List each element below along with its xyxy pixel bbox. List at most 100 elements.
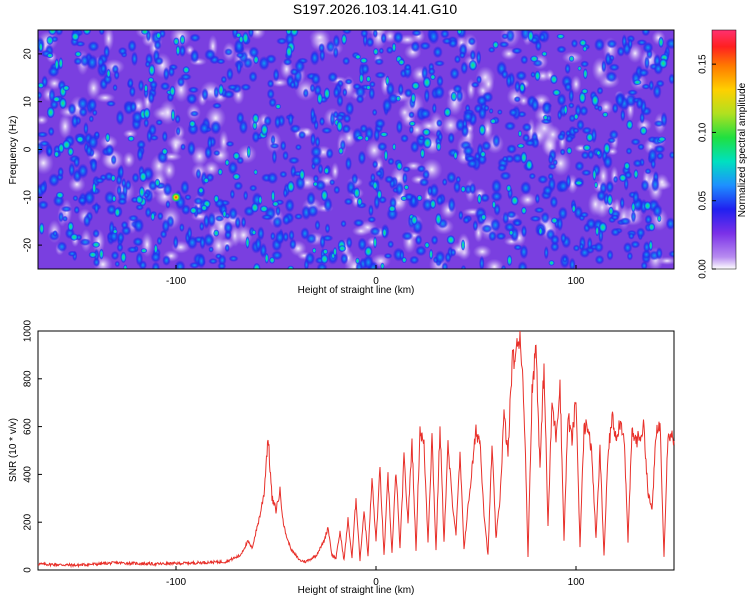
heatmap-mid-cell [469,182,477,195]
heatmap-mid-cell [373,127,381,143]
heatmap-high-cell [332,246,338,257]
heatmap-high-cell [520,151,528,164]
heatmap-mid-cell [153,39,162,51]
heatmap-mid-cell [180,143,186,151]
heatmap-high-cell [55,191,65,199]
heatmap-mid-cell [520,55,529,65]
heatmap-mid-cell [556,45,567,54]
heatmap-mid-cell [501,33,509,40]
heatmap-mid-cell [228,255,239,262]
heatmap-mid-cell [604,51,612,67]
snr-ytick-label: 400 [23,466,34,483]
heatmap-mid-cell [397,82,404,97]
heatmap-high-cell [446,234,456,245]
heatmap-mid-cell [212,102,222,109]
heatmap-mid-cell [345,236,353,249]
heatmap-high-cell [596,149,601,157]
heatmap-mid-cell [332,45,339,59]
heatmap-high-cell [382,227,387,238]
heatmap-mid-cell [637,143,645,151]
snr-ytick-label: 0 [23,567,34,573]
heatmap-mid-cell [453,54,462,64]
heatmap-mid-cell [441,261,449,269]
heatmap-high-cell [400,195,408,202]
heatmap-mid-cell [626,251,634,261]
heatmap-low-cell [122,129,138,139]
heatmap-mid-cell [92,228,100,239]
heatmap-high-cell [356,197,363,207]
heatmap-high-cell [563,104,568,116]
heatmap-high-cell [527,30,534,43]
heatmap-high-cell [428,248,434,260]
heatmap-mid-cell [189,110,200,117]
heatmap-high-cell [155,31,162,40]
heatmap-high-cell [403,184,410,191]
heatmap-high-cell [140,30,149,35]
heatmap-mid-cell [186,92,198,105]
heatmap-mid-cell [563,81,573,93]
heatmap-high-cell [383,149,389,162]
heatmap-mid-cell [418,134,426,141]
heatmap-mid-cell [387,157,395,166]
heatmap-high-cell [508,229,514,236]
heatmap-mid-cell [433,84,445,100]
heatmap-high-cell [222,209,227,219]
heatmap-high-cell [577,65,582,71]
heatmap-high-cell [578,91,587,105]
heatmap-mid-cell [447,132,455,145]
heatmap-high-cell [516,143,525,149]
heatmap-mid-cell [418,177,430,187]
heatmap-mid-cell [186,225,193,241]
heatmap-mid-cell [522,133,531,143]
heatmap-high-cell [435,141,442,152]
heatmap-high-cell [395,95,401,102]
heatmap-mid-cell [570,38,579,49]
heatmap-low-cell [518,192,537,207]
heatmap-mid-cell [306,204,319,218]
heatmap-mid-cell [274,114,282,130]
heatmap-mid-cell [247,30,254,39]
heatmap-mid-cell [306,191,316,207]
heatmap-mid-cell [357,150,367,166]
heatmap-high-cell [38,82,45,89]
heatmap-high-cell [203,177,210,184]
heatmap-mid-cell [537,174,549,184]
heatmap-mid-cell [368,204,374,217]
heatmap-mid-cell [374,71,387,79]
heatmap-mid-cell [409,255,420,265]
heatmap-mid-cell [610,214,620,221]
heatmap-mid-cell [619,196,625,210]
heatmap-mid-cell [345,101,355,116]
heatmap-mid-cell [284,198,295,213]
heatmap-high-cell [574,180,584,186]
heatmap-high-cell [264,252,269,264]
heatmap-high-cell [648,239,653,252]
heatmap-mid-cell [488,230,497,242]
heatmap-high-cell [289,30,299,38]
heatmap-mid-cell [593,241,604,253]
heatmap-mid-cell [622,241,633,254]
heatmap-high-cell [111,194,117,203]
heatmap-mid-cell [530,97,540,113]
heatmap-mid-cell [419,108,432,120]
heatmap-high-cell [416,194,423,202]
heatmap-high-cell [639,126,648,136]
heatmap-mid-cell [274,230,285,245]
heatmap-high-cell [626,119,634,131]
heatmap-mid-cell [224,48,233,56]
heatmap-mid-cell [117,197,128,206]
heatmap-mid-cell [640,261,648,269]
heatmap-high-cell [397,58,406,66]
heatmap-mid-cell [93,201,100,215]
heatmap-mid-cell [132,236,144,247]
colorbar-tick-label: 0.00 [698,259,709,279]
heatmap-mid-cell [506,210,517,219]
heatmap-mid-cell [567,102,575,109]
heatmap-mid-cell [630,210,637,224]
heatmap-mid-cell [60,205,73,213]
heatmap-high-cell [658,36,664,49]
heatmap-mid-cell [118,164,125,180]
heatmap-mid-cell [365,36,375,48]
